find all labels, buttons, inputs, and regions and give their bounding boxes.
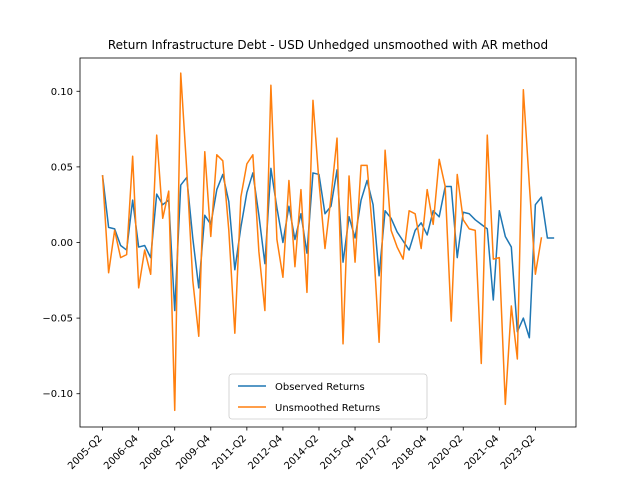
y-tick-label: −0.05 (42, 314, 73, 325)
series-layer (101, 72, 555, 412)
y-tick-label: 0.05 (51, 162, 73, 173)
y-tick-label: 0.10 (51, 87, 73, 98)
legend-label-observed: Observed Returns (275, 382, 365, 393)
series-line-unsmoothed (101, 72, 543, 412)
legend-box (228, 373, 428, 420)
legend-label-unsmoothed: Unsmoothed Returns (275, 403, 380, 414)
y-tick-label: 0.00 (51, 238, 73, 249)
y-tick-label: −0.10 (42, 389, 73, 400)
y-axis: −0.10 −0.05 0.00 0.05 0.10 (42, 87, 80, 400)
legend: Observed Returns Unsmoothed Returns (228, 373, 428, 420)
chart-title: Return Infrastructure Debt - USD Unhedge… (108, 38, 548, 52)
